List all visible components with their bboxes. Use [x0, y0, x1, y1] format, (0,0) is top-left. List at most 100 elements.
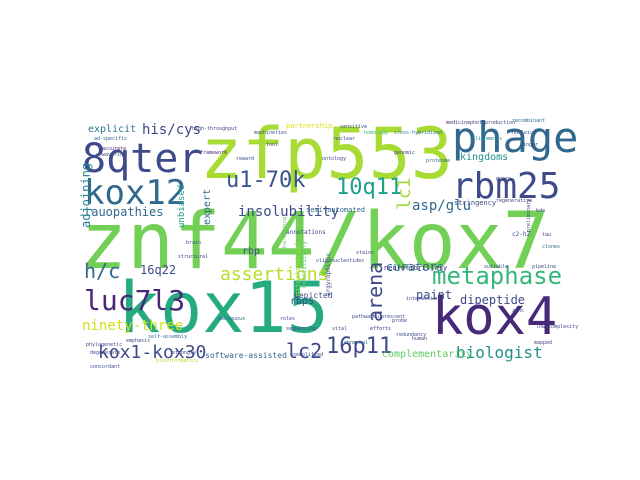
- word-66: fluorescent: [372, 314, 405, 320]
- word-49: annotations: [286, 229, 326, 236]
- word-17: biologist: [456, 343, 543, 362]
- word-6: rbm25: [452, 166, 560, 207]
- word-28: 16q22: [140, 263, 176, 277]
- word-88: phylogenetic: [86, 342, 122, 348]
- word-90: stains: [356, 250, 374, 256]
- word-33: rbp: [242, 246, 260, 257]
- word-35: expert: [202, 189, 213, 225]
- word-104: roles: [280, 316, 295, 322]
- word-14: kox1-kox30: [98, 342, 206, 363]
- word-83: abnormal: [344, 340, 368, 346]
- word-34: rbps: [290, 296, 314, 307]
- word-1: kox15: [118, 267, 329, 349]
- word-79: redundancy: [396, 332, 426, 338]
- word-55: dna-binding: [282, 217, 288, 250]
- word-19: lc1: [394, 177, 415, 210]
- word-7: kox12: [84, 173, 186, 213]
- word-23: ninety-three: [82, 318, 183, 334]
- word-99: genes: [496, 176, 511, 182]
- word-46: photoproduction: [470, 120, 515, 126]
- word-36: neurofibrillary: [384, 264, 447, 272]
- word-52: regenerative: [496, 198, 532, 204]
- word-0: znf44/kox7: [80, 197, 550, 287]
- word-30: kingdoms: [460, 152, 508, 163]
- word-37: software-assisted: [205, 351, 287, 360]
- word-77: probe: [392, 318, 407, 324]
- word-63: unwavering: [96, 152, 126, 158]
- word-64: high-throughput: [192, 126, 237, 132]
- word-40: semi-automated: [306, 206, 365, 214]
- word-25: paint: [416, 288, 452, 302]
- word-2: zfp553: [200, 113, 453, 195]
- word-73: suitable: [484, 264, 508, 270]
- word-15: assertions: [220, 264, 328, 285]
- word-50: machineries: [254, 130, 287, 136]
- word-54: alignments: [472, 136, 502, 142]
- word-11: u1-70k: [226, 168, 305, 193]
- word-87: emphasis: [126, 338, 150, 344]
- word-76: exemplified: [290, 352, 323, 358]
- word-95: c2-h2: [512, 231, 530, 238]
- word-9: metaphase: [432, 262, 562, 290]
- word-74: low-complexity: [536, 324, 578, 330]
- word-102: human: [412, 336, 427, 342]
- word-97: mapped: [534, 340, 552, 346]
- word-57: framework: [200, 150, 227, 156]
- word-27: complementarity: [382, 349, 472, 360]
- word-100: kda: [536, 208, 545, 214]
- word-85: argyrophilic: [325, 252, 332, 296]
- word-75: interaction: [406, 296, 439, 302]
- word-21: asp/glu: [412, 198, 471, 214]
- word-103: nuclear: [334, 136, 355, 142]
- word-20: insolubility: [238, 204, 339, 220]
- word-39: depicted: [294, 291, 333, 300]
- word-65: self-assembly: [148, 334, 187, 340]
- word-91: strongly: [172, 350, 196, 356]
- word-58: proteome: [426, 158, 450, 164]
- word-96: reward: [236, 156, 254, 162]
- word-71: preliminary: [526, 199, 532, 232]
- word-68: sensitive: [340, 124, 367, 130]
- word-16: h/c: [84, 259, 120, 283]
- word-93: zinc: [512, 308, 524, 314]
- word-82: vital: [332, 326, 347, 332]
- word-5: 8qter: [82, 136, 202, 182]
- word-43: partnership: [286, 122, 332, 130]
- word-61: accurate: [102, 146, 126, 152]
- word-80: ambiguous: [218, 316, 245, 322]
- word-51: heuristically: [301, 241, 308, 288]
- word-98: tool: [266, 142, 278, 148]
- word-47: medicine: [446, 120, 470, 126]
- word-59: nucleic: [512, 130, 533, 136]
- word-42: mitochondrial: [294, 241, 302, 296]
- word-32: adjoining: [79, 163, 93, 228]
- word-67: structural: [178, 254, 208, 260]
- word-78: efforts: [370, 326, 391, 332]
- word-8: luc7l3: [84, 284, 185, 317]
- word-48: recombinant: [512, 118, 545, 124]
- word-13: lc2: [286, 339, 322, 363]
- word-10: 10q11: [336, 175, 402, 200]
- word-24: curators: [386, 260, 444, 274]
- word-44: homology: [364, 130, 388, 136]
- word-72: clones: [542, 244, 560, 250]
- word-81: oligonucleotides: [316, 258, 364, 264]
- word-94: finger: [520, 142, 538, 148]
- word-70: pipeline: [532, 264, 556, 270]
- word-86: pathways: [352, 314, 376, 320]
- word-60: genomic: [394, 150, 415, 156]
- word-53: sequencing: [286, 326, 316, 332]
- word-3: kox4: [432, 287, 557, 347]
- word-38: stringency: [454, 199, 496, 207]
- word-101: brain: [186, 240, 201, 246]
- word-84: concordant: [90, 364, 120, 370]
- word-92: tau: [542, 232, 551, 238]
- word-12: 16p11: [326, 334, 392, 359]
- word-45: cross-hybridized: [394, 130, 442, 136]
- word-62: ad-specific: [94, 136, 127, 142]
- word-56: ontology: [322, 156, 346, 162]
- word-41: unbiased: [177, 185, 187, 228]
- word-22: his/cys: [142, 122, 201, 138]
- word-4: phage: [452, 113, 578, 162]
